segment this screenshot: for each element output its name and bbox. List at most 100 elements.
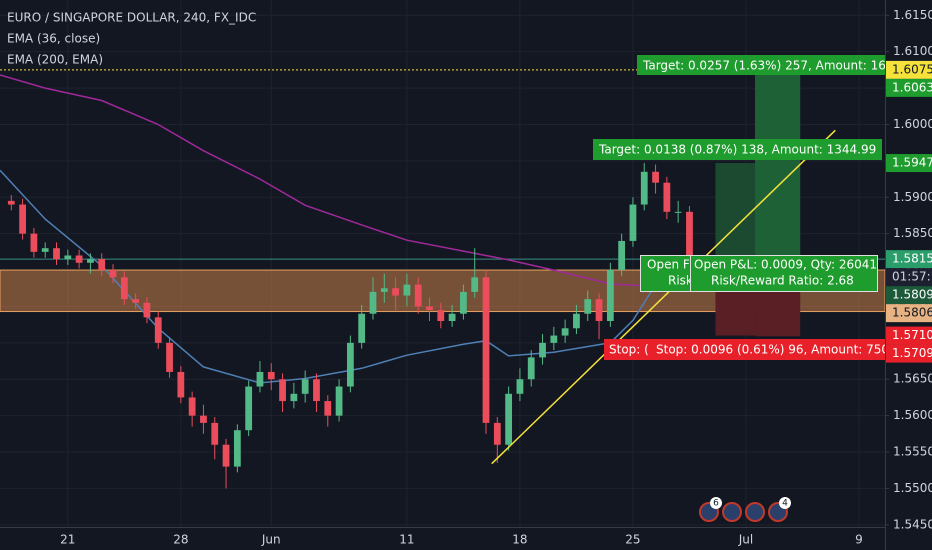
- annotation: Risk/Reward Ratio: 2.68: [711, 274, 854, 288]
- candle-body: [222, 444, 230, 467]
- x-tick-label: Jul: [738, 533, 753, 547]
- candle-body: [505, 393, 513, 445]
- candle-body: [19, 204, 26, 234]
- candle-body: [686, 211, 693, 264]
- candle-body: [482, 277, 490, 423]
- event-badge-count: 4: [782, 499, 788, 509]
- indicator-line: [0, 169, 690, 384]
- candle-body: [652, 171, 659, 183]
- candle-body: [177, 371, 185, 398]
- price-label: 1.5806: [892, 306, 932, 320]
- candle-body: [606, 270, 614, 322]
- candle-body: [460, 291, 467, 314]
- y-tick-label: 1.5600: [893, 408, 932, 422]
- y-tick-label: 1.6000: [893, 117, 932, 131]
- candle-body: [561, 328, 569, 336]
- candle-body: [346, 342, 354, 387]
- y-tick-label: 1.5500: [893, 481, 932, 495]
- candle-body: [493, 422, 501, 445]
- event-badge: [779, 497, 791, 509]
- candle-body: [267, 371, 275, 380]
- candle-body: [426, 306, 433, 311]
- annotation: Target: 0.0257 (1.63%) 257, Amount: 16: [642, 59, 886, 73]
- event-badge: [710, 497, 722, 509]
- trendline: [491, 129, 836, 465]
- candle-body: [414, 284, 422, 307]
- candle-body: [618, 240, 626, 271]
- x-tick-label: 25: [625, 533, 640, 547]
- candle-body: [335, 386, 343, 416]
- countdown: 01:57:11: [892, 270, 932, 284]
- profit-zone: [715, 163, 756, 260]
- chart-title: EURO / SINGAPORE DOLLAR, 240, FX_IDC: [7, 11, 256, 25]
- candle-body: [403, 284, 411, 296]
- profit-zone: [755, 69, 801, 260]
- price-label-box: [886, 304, 932, 323]
- candle-body: [256, 371, 264, 387]
- y-tick-label: 1.5550: [893, 445, 932, 459]
- candle-body: [595, 299, 603, 322]
- candle-body: [279, 379, 286, 402]
- y-tick-label: 1.5650: [893, 372, 932, 386]
- price-label-box: [886, 250, 932, 269]
- candle-body: [369, 291, 377, 314]
- y-tick-label: 1.6150: [893, 8, 932, 22]
- event-icon[interactable]: [745, 502, 765, 522]
- annotation: Open P&L: 0.0009, Qty: 26041: [694, 258, 877, 272]
- y-tick-label: 1.5450: [893, 517, 932, 531]
- price-label-box: [886, 60, 932, 79]
- candle-body: [211, 422, 219, 445]
- event-icon[interactable]: [722, 502, 742, 522]
- price-label: 1.5815: [892, 252, 932, 266]
- candle-body: [30, 233, 38, 252]
- candle-body: [674, 211, 682, 213]
- y-tick-label: 1.6100: [893, 44, 932, 58]
- price-label: 1.5947: [892, 156, 932, 170]
- annotation-box: [640, 255, 693, 292]
- candle-body: [584, 299, 592, 314]
- candle-body: [53, 248, 60, 260]
- indicator-line: [0, 74, 690, 289]
- annotation: Stop: 0.0096 (0.61%) 96, Amount: 750: [656, 343, 889, 357]
- countdown-box: [886, 268, 932, 287]
- candle-body: [392, 288, 399, 296]
- price-label: 1.5710: [892, 328, 932, 342]
- candle-body: [166, 342, 173, 372]
- candle-body: [663, 182, 671, 212]
- candle-body: [120, 277, 128, 300]
- y-tick-label: 1.5900: [893, 190, 932, 204]
- annotation: Target: 0.0138 (0.87%) 138, Amount: 1344…: [598, 143, 876, 157]
- annotation-box: [604, 339, 652, 360]
- annotation-box: [650, 339, 885, 360]
- annotation: Stop: (: [609, 343, 649, 357]
- annotation-box: [637, 55, 885, 75]
- annotation: Open F: [647, 258, 690, 272]
- candle-body: [324, 401, 332, 416]
- candle-body: [448, 313, 456, 322]
- event-badge-count: 6: [713, 499, 719, 509]
- x-tick-label: 9: [855, 533, 863, 547]
- candle-body: [75, 255, 83, 263]
- legend-entry: EMA (36, close): [7, 32, 100, 46]
- annotation: Risk: [668, 274, 693, 288]
- candle-body: [313, 379, 320, 402]
- candle-body: [188, 397, 196, 416]
- price-label: 1.5809: [892, 288, 932, 302]
- price-label: 1.6075: [892, 62, 932, 76]
- price-label-box: [886, 78, 932, 97]
- candle-body: [64, 255, 72, 260]
- candle-body: [358, 313, 366, 343]
- price-label-box: [886, 286, 932, 305]
- legend: EURO / SINGAPORE DOLLAR, 240, FX_IDC EMA…: [7, 11, 256, 67]
- candle-body: [233, 430, 241, 467]
- candle-body: [550, 335, 558, 343]
- candle-body: [109, 270, 117, 278]
- candle-body: [245, 386, 253, 431]
- candle-body: [200, 415, 207, 423]
- candle-body: [527, 357, 535, 380]
- candle-body: [437, 310, 445, 322]
- y-tick-label: 1.5850: [893, 226, 932, 240]
- price-label: 1.5709: [892, 346, 932, 360]
- candle-body: [301, 379, 309, 394]
